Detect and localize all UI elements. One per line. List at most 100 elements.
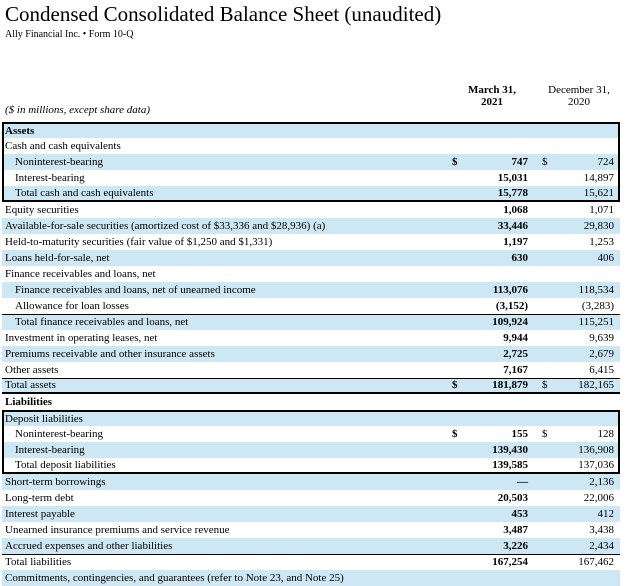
dollar-sign-2021: $ — [452, 427, 458, 440]
column-header-line2: 2020 — [568, 96, 590, 108]
value-march-2021: 139,430 — [492, 443, 528, 456]
row-label: Short-term borrowings — [5, 475, 106, 488]
table-row: Short-term borrowings — 2,136 — [2, 474, 620, 490]
table-row: Total deposit liabilities 139,585 137,036 — [2, 458, 620, 474]
value-december-2020: 2,136 — [589, 475, 614, 488]
value-december-2020: 406 — [597, 251, 615, 264]
table-row: Commitments, contingencies, and guarante… — [2, 570, 620, 586]
table-row: Premiums receivable and other insurance … — [2, 346, 620, 362]
value-december-2020: 118,534 — [578, 283, 614, 296]
row-label: Interest payable — [5, 507, 75, 520]
table-row: Loans held-for-sale, net 630 406 — [2, 250, 620, 266]
row-label: Deposit liabilities — [5, 412, 83, 425]
value-december-2020: 2,434 — [589, 539, 614, 552]
value-december-2020: 22,006 — [583, 491, 614, 504]
value-march-2021: 1,197 — [503, 235, 528, 248]
row-label: Premiums receivable and other insurance … — [5, 347, 215, 360]
column-header-line1: December 31, — [548, 84, 610, 96]
value-december-2020: 1,253 — [589, 235, 614, 248]
value-march-2021: 9,944 — [503, 331, 528, 344]
value-march-2021: — — [517, 475, 528, 488]
value-december-2020: 3,438 — [589, 523, 614, 536]
row-label: Noninterest-bearing — [15, 427, 103, 440]
value-december-2020: 182,165 — [578, 379, 614, 391]
value-december-2020: 167,462 — [578, 556, 614, 568]
column-header-line1: March 31, — [467, 84, 517, 96]
row-label: Unearned insurance premiums and service … — [5, 523, 230, 536]
table-row: Unearned insurance premiums and service … — [2, 522, 620, 538]
value-march-2021: 181,879 — [492, 379, 528, 391]
row-label: Cash and cash equivalents — [5, 139, 121, 152]
row-label: Accrued expenses and other liabilities — [5, 539, 173, 552]
column-header-line2: 2021 — [481, 96, 503, 108]
value-december-2020: 2,679 — [589, 347, 614, 360]
value-december-2020: 724 — [597, 155, 615, 168]
table-row: Finance receivables and loans, net of un… — [2, 282, 620, 298]
row-label: Interest-bearing — [15, 443, 85, 456]
value-march-2021: 747 — [511, 155, 529, 168]
table-row: Allowance for loan losses (3,152) (3,283) — [2, 298, 620, 314]
value-march-2021: 20,503 — [497, 491, 528, 504]
dollar-sign-2020: $ — [542, 427, 548, 440]
value-march-2021: 113,076 — [492, 283, 528, 296]
value-march-2021: 155 — [511, 427, 529, 440]
row-label: Available-for-sale securities (amortized… — [5, 219, 326, 232]
dollar-sign-2021: $ — [452, 155, 458, 168]
value-march-2021: 1,068 — [503, 203, 528, 216]
value-march-2021: 453 — [511, 507, 529, 520]
value-december-2020: (3,283) — [581, 299, 614, 312]
row-label: Commitments, contingencies, and guarante… — [5, 571, 344, 584]
row-label: Held-to-maturity securities (fair value … — [5, 235, 273, 248]
value-december-2020: 14,897 — [583, 171, 614, 184]
value-december-2020: 9,639 — [589, 331, 614, 344]
value-march-2021: 167,254 — [492, 556, 528, 568]
row-label: Total liabilities — [5, 556, 72, 568]
value-march-2021: 630 — [511, 251, 529, 264]
table-row: Total cash and cash equivalents 15,778 15,… — [2, 186, 620, 202]
value-march-2021: 2,725 — [503, 347, 528, 360]
table-row: Interest payable 453 412 — [2, 506, 620, 522]
row-label: Total finance receivables and loans, net — [15, 316, 189, 328]
section-header-label: Assets — [5, 124, 35, 137]
row-label: Total assets — [5, 379, 56, 391]
table-row: Interest-bearing 15,031 14,897 — [2, 170, 620, 186]
table-row: Liabilities — [2, 394, 620, 410]
dollar-sign-2020: $ — [542, 155, 548, 168]
row-label: Finance receivables and loans, net of un… — [15, 283, 256, 296]
value-december-2020: 136,908 — [578, 443, 614, 456]
table-row: Interest-bearing 139,430 136,908 — [2, 442, 620, 458]
dollar-sign-2021: $ — [452, 379, 458, 391]
value-march-2021: 3,487 — [503, 523, 528, 536]
row-label: Investment in operating leases, net — [5, 331, 158, 344]
table-row: Deposit liabilities — [2, 410, 620, 426]
table-row: Investment in operating leases, net 9,944… — [2, 330, 620, 346]
value-march-2021: 33,446 — [497, 219, 528, 232]
value-march-2021: 109,924 — [492, 316, 528, 328]
value-march-2021: 15,031 — [497, 171, 528, 184]
value-december-2020: 137,036 — [578, 458, 614, 471]
row-label: Allowance for loan losses — [15, 299, 129, 312]
table-row: Noninterest-bearing $747 $724 — [2, 154, 620, 170]
page-subtitle: Ally Financial Inc. • Form 10-Q — [5, 29, 134, 40]
value-march-2021: 7,167 — [503, 363, 528, 376]
column-header-december-2020: December 31, 2020 — [540, 84, 618, 108]
value-december-2020: 1,071 — [589, 203, 614, 216]
value-december-2020: 29,830 — [583, 219, 614, 232]
table-row: Cash and cash equivalents — [2, 138, 620, 154]
value-december-2020: 412 — [597, 507, 615, 520]
row-label: Noninterest-bearing — [15, 155, 103, 168]
value-december-2020: 115,251 — [578, 316, 614, 328]
row-label: Total deposit liabilities — [15, 458, 116, 471]
row-label: Finance receivables and loans, net — [5, 267, 156, 280]
table-row: Noninterest-bearing $155 $128 — [2, 426, 620, 442]
row-label: Other assets — [5, 363, 59, 376]
value-march-2021: 139,585 — [492, 458, 528, 471]
page-title: Condensed Consolidated Balance Sheet (un… — [5, 2, 442, 26]
section-header-label: Liabilities — [5, 395, 53, 408]
value-march-2021: 3,226 — [503, 539, 528, 552]
table-row: Finance receivables and loans, net — [2, 266, 620, 282]
dollar-sign-2020: $ — [542, 379, 548, 391]
row-label: Equity securities — [5, 203, 79, 216]
table-row: Available-for-sale securities (amortized… — [2, 218, 620, 234]
